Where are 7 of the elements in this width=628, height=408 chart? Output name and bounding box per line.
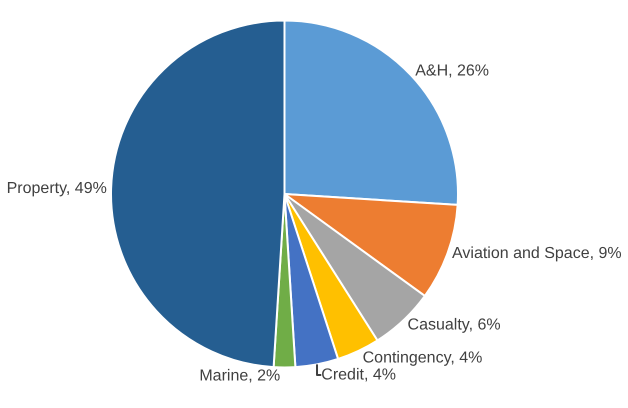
slice-label: Property, 49%: [6, 180, 107, 198]
slice-label: Casualty, 6%: [408, 316, 501, 334]
slice-label: Credit, 4%: [321, 366, 396, 384]
slice-label: A&H, 26%: [415, 62, 490, 80]
slice-label: Contingency, 4%: [362, 349, 482, 366]
slice-label: Marine, 2%: [199, 368, 280, 384]
slice-label: Aviation and Space, 9%: [452, 245, 622, 262]
